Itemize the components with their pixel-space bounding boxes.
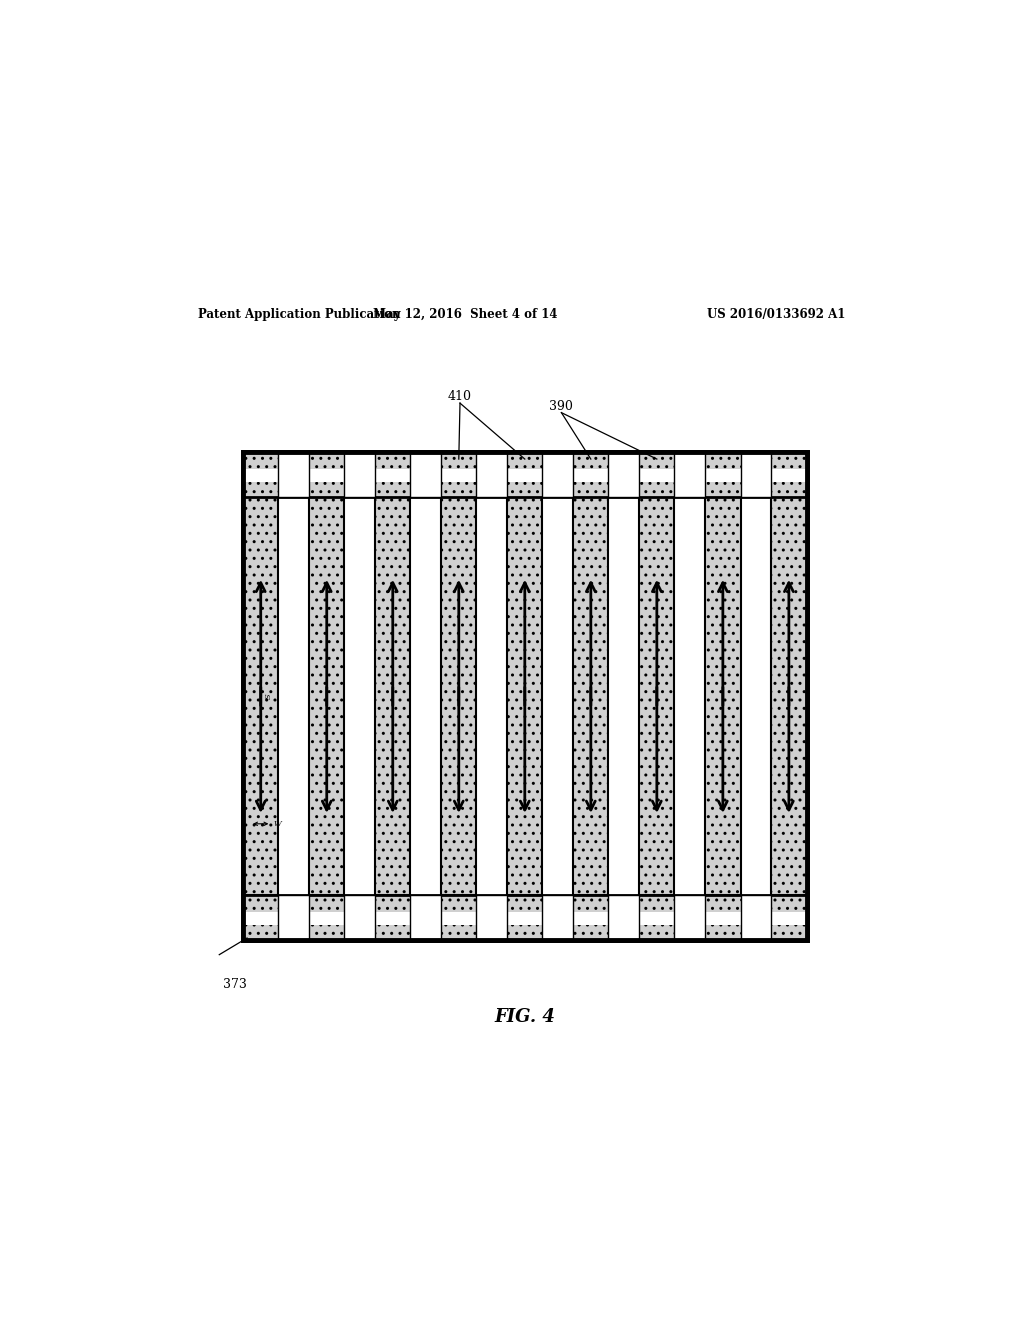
Bar	[243, 912, 807, 925]
Bar	[675, 453, 706, 482]
Bar	[344, 482, 375, 498]
Bar	[740, 453, 771, 498]
Bar	[279, 453, 309, 482]
Bar	[543, 453, 573, 498]
Bar	[675, 482, 706, 498]
Bar	[243, 469, 807, 482]
Bar	[675, 895, 706, 940]
Text: Patent Application Publication: Patent Application Publication	[198, 308, 400, 321]
Text: S: S	[264, 693, 272, 700]
Bar	[279, 482, 309, 498]
Text: FIG. 4: FIG. 4	[495, 1008, 555, 1026]
Bar	[243, 453, 807, 940]
Bar	[411, 895, 441, 940]
Bar	[608, 895, 639, 940]
Bar	[608, 453, 639, 482]
Bar	[543, 895, 573, 940]
Bar	[543, 453, 573, 482]
Bar	[344, 453, 375, 498]
Bar	[279, 453, 309, 498]
Bar	[476, 453, 507, 498]
Bar	[375, 498, 411, 895]
Bar	[543, 482, 573, 498]
Bar	[740, 482, 771, 498]
Bar	[639, 498, 675, 895]
Bar	[573, 498, 608, 895]
Bar	[740, 895, 771, 940]
Bar	[608, 453, 639, 498]
Bar	[411, 482, 441, 498]
Bar	[476, 453, 507, 482]
Bar	[309, 498, 344, 895]
Bar	[706, 498, 740, 895]
Bar	[441, 498, 476, 895]
Bar	[243, 453, 807, 498]
Bar	[411, 453, 441, 482]
Text: 373: 373	[223, 978, 247, 991]
Text: 410: 410	[449, 391, 472, 403]
Bar	[740, 453, 771, 482]
Text: 390: 390	[550, 400, 573, 413]
Bar	[411, 453, 441, 498]
Bar	[771, 498, 807, 895]
Bar	[243, 453, 807, 940]
Bar	[476, 482, 507, 498]
Bar	[279, 895, 309, 940]
Text: May 12, 2016  Sheet 4 of 14: May 12, 2016 Sheet 4 of 14	[373, 308, 557, 321]
Bar	[608, 482, 639, 498]
Bar	[476, 895, 507, 940]
Bar	[507, 498, 543, 895]
Bar	[344, 453, 375, 482]
Text: W: W	[273, 820, 282, 828]
Bar	[243, 498, 279, 895]
Bar	[675, 453, 706, 498]
Bar	[243, 895, 807, 940]
Text: US 2016/0133692 A1: US 2016/0133692 A1	[708, 308, 846, 321]
Bar	[243, 498, 807, 895]
Bar	[344, 895, 375, 940]
